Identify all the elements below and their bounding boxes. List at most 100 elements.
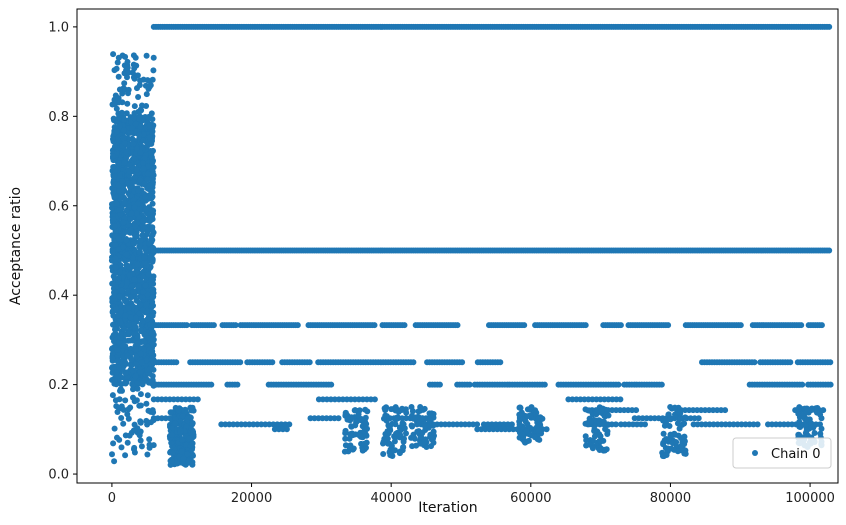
data-point [131,331,138,337]
data-point [175,407,182,414]
data-point [150,409,157,416]
data-point [179,436,186,443]
data-point [582,322,589,329]
data-point [827,359,834,366]
data-point [677,416,684,422]
data-point [674,448,681,455]
data-point [361,440,368,447]
y-axis: 0.0 0.2 0.4 0.6 0.8 1.0 [48,20,77,483]
legend: Chain 0 [732,437,832,469]
data-point [178,448,185,455]
data-point [131,421,138,428]
data-point [341,448,348,455]
data-point [149,289,156,296]
data-point [389,420,396,427]
data-point [133,361,140,368]
data-point [127,314,134,321]
data-point [130,52,137,59]
data-point [754,421,761,428]
data-point [124,411,131,418]
data-point [787,359,794,366]
scatter-points [108,23,834,468]
data-point [413,442,420,449]
data-point [110,164,117,170]
data-point [134,335,141,342]
data-point [142,155,148,162]
data-point [591,433,598,440]
data-point [121,80,128,87]
data-point [134,340,141,347]
y-tick-label: 0.4 [48,289,69,304]
data-point [121,140,128,147]
data-point [137,149,144,156]
data-point [364,425,370,432]
data-point [118,381,125,388]
data-point [140,160,146,167]
data-point [144,451,151,458]
data-point [342,428,349,435]
data-point [517,405,524,411]
data-point [126,161,133,168]
data-point [133,353,140,360]
data-point [381,415,387,422]
data-point [134,261,141,268]
data-point [120,420,127,427]
data-point [126,263,133,270]
data-point [144,228,151,235]
data-point [110,440,117,447]
legend-box [732,437,832,469]
data-point [172,420,179,427]
data-point [582,420,589,427]
data-point [109,392,116,399]
data-point [535,427,542,434]
data-point [118,308,124,315]
data-point [148,140,155,147]
data-point [603,446,610,453]
data-point [597,438,604,445]
data-point [132,121,139,127]
data-point [143,103,150,109]
data-point [427,417,434,424]
data-point [115,54,122,61]
data-point [194,396,201,403]
data-point [426,410,433,417]
data-point [111,173,117,180]
data-point [363,432,370,439]
plot-frame [76,8,839,484]
data-point [122,379,129,386]
data-point [803,405,810,412]
data-point [146,254,153,261]
data-point [393,430,399,437]
data-point [232,322,239,329]
data-point [121,199,128,206]
data-point [135,94,142,100]
data-point [125,305,132,312]
data-point [138,327,145,334]
data-point [117,122,123,129]
data-point [113,369,120,376]
data-point [183,423,190,430]
data-point [665,322,672,329]
data-point [826,247,833,254]
data-point [352,422,359,429]
data-point [136,248,143,255]
data-point [380,451,387,457]
data-point [403,430,409,437]
data-point [110,332,117,339]
data-point [722,407,729,414]
data-point [808,405,815,412]
data-point [124,352,131,359]
data-point [119,287,126,294]
data-point [114,409,121,415]
data-point [604,421,611,428]
data-point [132,346,139,353]
data-point [136,310,143,317]
legend-label: Chain 0 [771,447,821,462]
data-point [612,421,619,428]
data-point [410,359,417,366]
data-point [143,91,150,98]
data-point [430,439,437,446]
data-point [111,187,118,194]
data-point [111,292,118,299]
